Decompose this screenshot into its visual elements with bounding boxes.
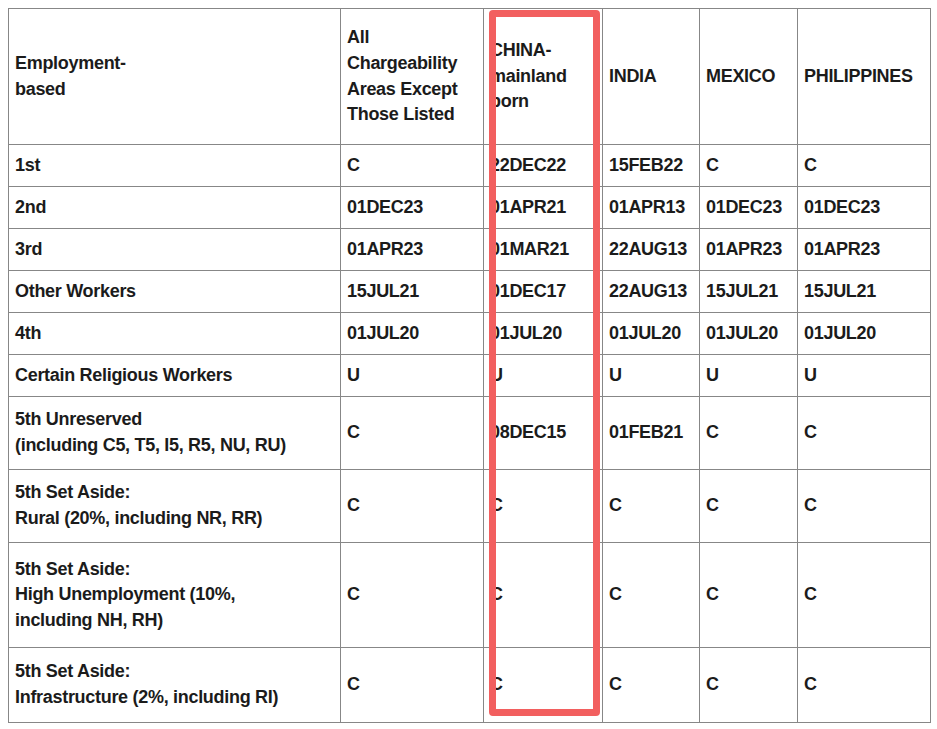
cell-date: C bbox=[798, 648, 931, 723]
visa-bulletin-table: Employment- based All Chargeability Area… bbox=[8, 8, 931, 723]
cell-date: C bbox=[798, 145, 931, 187]
cell-date: 01JUL20 bbox=[700, 313, 798, 355]
cell-date: C bbox=[603, 648, 700, 723]
cell-date: 15JUL21 bbox=[341, 271, 484, 313]
cell-date: 15FEB22 bbox=[603, 145, 700, 187]
row-label: Other Workers bbox=[9, 271, 341, 313]
column-header-philippines: PHILIPPINES bbox=[798, 9, 931, 145]
page: Employment- based All Chargeability Area… bbox=[0, 0, 937, 729]
cell-date: 01DEC17 bbox=[484, 271, 603, 313]
row-label: 1st bbox=[9, 145, 341, 187]
table-row: Other Workers 15JUL21 01DEC17 22AUG13 15… bbox=[9, 271, 931, 313]
row-label: 5th Set Aside: High Unemployment (10%, i… bbox=[9, 543, 341, 648]
table-row: 4th 01JUL20 01JUL20 01JUL20 01JUL20 01JU… bbox=[9, 313, 931, 355]
cell-date: C bbox=[341, 145, 484, 187]
column-header-all-chargeability: All Chargeability Areas Except Those Lis… bbox=[341, 9, 484, 145]
column-header-china-mainland-born: CHINA- mainland born bbox=[484, 9, 603, 145]
cell-date: 01APR23 bbox=[700, 229, 798, 271]
cell-date: U bbox=[603, 355, 700, 397]
column-header-mexico: MEXICO bbox=[700, 9, 798, 145]
cell-date: C bbox=[700, 470, 798, 543]
cell-date: C bbox=[603, 543, 700, 648]
cell-date: 01APR21 bbox=[484, 187, 603, 229]
table-row: 5th Unreserved (including C5, T5, I5, R5… bbox=[9, 397, 931, 470]
cell-date: 01DEC23 bbox=[798, 187, 931, 229]
cell-date: 01APR23 bbox=[341, 229, 484, 271]
table-row: 1st C 22DEC22 15FEB22 C C bbox=[9, 145, 931, 187]
cell-date: 01JUL20 bbox=[603, 313, 700, 355]
cell-date: 01JUL20 bbox=[798, 313, 931, 355]
cell-date: C bbox=[341, 470, 484, 543]
cell-date: C bbox=[341, 397, 484, 470]
cell-date: C bbox=[798, 543, 931, 648]
cell-date: 01MAR21 bbox=[484, 229, 603, 271]
table-row: 5th Set Aside: High Unemployment (10%, i… bbox=[9, 543, 931, 648]
cell-date: U bbox=[341, 355, 484, 397]
row-label: 2nd bbox=[9, 187, 341, 229]
cell-date: 01JUL20 bbox=[484, 313, 603, 355]
cell-date: 15JUL21 bbox=[798, 271, 931, 313]
cell-date: C bbox=[484, 543, 603, 648]
cell-date: 22AUG13 bbox=[603, 271, 700, 313]
header-row: Employment- based All Chargeability Area… bbox=[9, 9, 931, 145]
row-label: 3rd bbox=[9, 229, 341, 271]
cell-date: 01JUL20 bbox=[341, 313, 484, 355]
cell-date: 01APR13 bbox=[603, 187, 700, 229]
cell-date: C bbox=[700, 145, 798, 187]
row-label: Certain Religious Workers bbox=[9, 355, 341, 397]
table-row: Certain Religious Workers U U U U U bbox=[9, 355, 931, 397]
cell-date: C bbox=[700, 648, 798, 723]
cell-date: 15JUL21 bbox=[700, 271, 798, 313]
cell-date: C bbox=[603, 470, 700, 543]
cell-date: C bbox=[798, 397, 931, 470]
cell-date: C bbox=[341, 648, 484, 723]
row-label: 4th bbox=[9, 313, 341, 355]
cell-date: C bbox=[484, 470, 603, 543]
cell-date: 22AUG13 bbox=[603, 229, 700, 271]
cell-date: C bbox=[700, 397, 798, 470]
cell-date: 01DEC23 bbox=[700, 187, 798, 229]
cell-date: C bbox=[798, 470, 931, 543]
cell-date: U bbox=[700, 355, 798, 397]
table-row: 3rd 01APR23 01MAR21 22AUG13 01APR23 01AP… bbox=[9, 229, 931, 271]
row-label: 5th Unreserved (including C5, T5, I5, R5… bbox=[9, 397, 341, 470]
cell-date: U bbox=[798, 355, 931, 397]
cell-date: 01APR23 bbox=[798, 229, 931, 271]
cell-date: U bbox=[484, 355, 603, 397]
cell-date: 22DEC22 bbox=[484, 145, 603, 187]
cell-date: 01DEC23 bbox=[341, 187, 484, 229]
table-row: 2nd 01DEC23 01APR21 01APR13 01DEC23 01DE… bbox=[9, 187, 931, 229]
cell-date: C bbox=[341, 543, 484, 648]
table-row: 5th Set Aside: Infrastructure (2%, inclu… bbox=[9, 648, 931, 723]
cell-date: 01FEB21 bbox=[603, 397, 700, 470]
table-row: 5th Set Aside: Rural (20%, including NR,… bbox=[9, 470, 931, 543]
row-label: 5th Set Aside: Rural (20%, including NR,… bbox=[9, 470, 341, 543]
column-header-employment-based: Employment- based bbox=[9, 9, 341, 145]
column-header-india: INDIA bbox=[603, 9, 700, 145]
row-label: 5th Set Aside: Infrastructure (2%, inclu… bbox=[9, 648, 341, 723]
cell-date: C bbox=[700, 543, 798, 648]
cell-date: 08DEC15 bbox=[484, 397, 603, 470]
cell-date: C bbox=[484, 648, 603, 723]
